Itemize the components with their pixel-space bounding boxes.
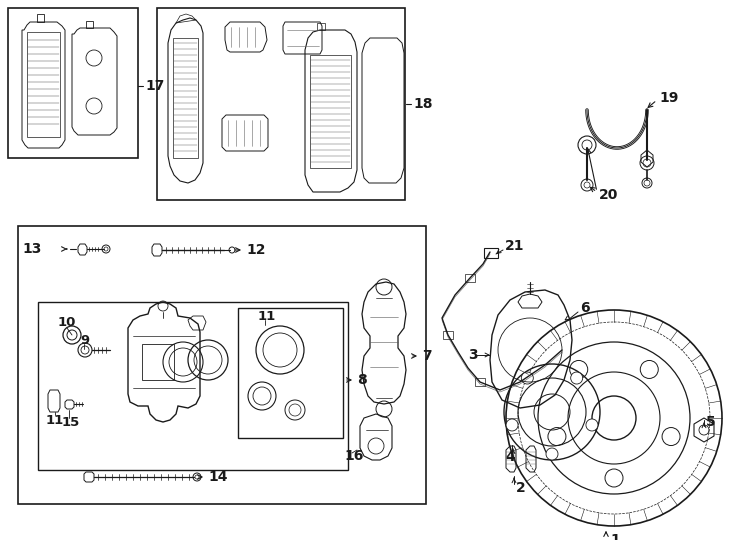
Bar — [465, 274, 475, 282]
Text: 10: 10 — [58, 315, 76, 328]
Bar — [8, 8, 138, 158]
Bar — [484, 248, 498, 258]
Circle shape — [570, 361, 588, 379]
Bar — [142, 344, 174, 380]
Text: 14: 14 — [208, 470, 228, 484]
Text: 18: 18 — [413, 97, 432, 111]
Circle shape — [640, 361, 658, 379]
Text: 16: 16 — [344, 449, 363, 463]
Text: 12: 12 — [246, 243, 266, 257]
Text: 15: 15 — [62, 416, 80, 429]
Circle shape — [506, 419, 518, 431]
Text: 6: 6 — [580, 301, 589, 315]
Text: 20: 20 — [599, 188, 618, 202]
Circle shape — [571, 372, 583, 384]
Bar — [475, 378, 485, 386]
Bar — [238, 308, 343, 438]
Text: 7: 7 — [422, 349, 432, 363]
Text: 4: 4 — [505, 450, 515, 464]
Bar — [157, 8, 405, 200]
Text: 1: 1 — [610, 533, 619, 540]
Text: 17: 17 — [145, 79, 164, 93]
Text: 9: 9 — [80, 334, 89, 347]
Text: 3: 3 — [468, 348, 478, 362]
Circle shape — [521, 372, 534, 384]
Text: 8: 8 — [357, 373, 367, 387]
Circle shape — [548, 428, 566, 445]
Circle shape — [546, 448, 558, 460]
Bar — [18, 226, 426, 504]
Circle shape — [586, 419, 598, 431]
Text: 13: 13 — [22, 242, 41, 256]
Text: 19: 19 — [659, 91, 678, 105]
Text: 2: 2 — [516, 481, 526, 495]
Text: 11: 11 — [258, 309, 276, 322]
Text: 11: 11 — [46, 414, 65, 427]
Text: 21: 21 — [505, 239, 525, 253]
Text: 5: 5 — [706, 415, 716, 429]
Bar — [443, 331, 453, 339]
Bar — [38, 302, 348, 470]
Circle shape — [605, 469, 623, 487]
Circle shape — [662, 428, 680, 445]
